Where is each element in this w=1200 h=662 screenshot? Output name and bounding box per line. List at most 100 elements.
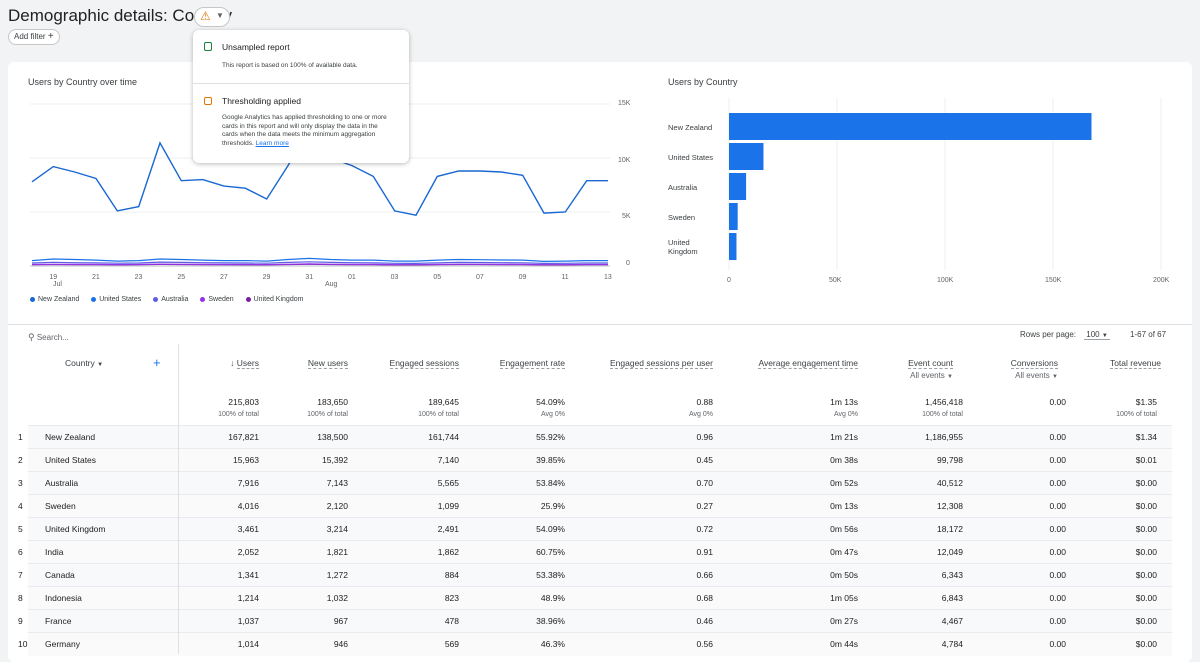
total-sub: Avg 0%: [834, 411, 858, 418]
table-search[interactable]: ⚲ Search...: [28, 332, 69, 343]
new-users-header[interactable]: New users: [278, 358, 348, 369]
rows-per-page-select[interactable]: 100 ▼: [1084, 330, 1110, 340]
engaged-sessions-header[interactable]: Engaged sessions: [358, 358, 459, 369]
conversions-cell: 0.00: [1049, 524, 1066, 534]
total-sub: 100% of total: [922, 411, 963, 418]
y-tick: 5K: [622, 213, 631, 220]
table-row[interactable]: 4 Sweden 4,016 2,120 1,099 25.9% 0.27 0m 13s 12,…: [18, 494, 1172, 518]
bar-australia: [729, 173, 747, 200]
engaged-per-user-header[interactable]: Engaged sessions per user: [573, 358, 713, 369]
chevron-down-icon: ▼: [216, 11, 224, 20]
event-count-cell: 12,308: [937, 501, 963, 511]
legend-item[interactable]: New Zealand: [30, 296, 79, 303]
event-count-cell: 99,798: [937, 455, 963, 465]
table-row[interactable]: 5 United Kingdom 3,461 3,214 2,491 54.09% 0.72…: [18, 517, 1172, 541]
conversions-cell: 0.00: [1049, 455, 1066, 465]
revenue-cell: $0.00: [1135, 616, 1157, 626]
bar-sweden: [729, 203, 738, 230]
legend-item[interactable]: Sweden: [200, 296, 234, 303]
users-cell: 1,014: [237, 639, 259, 649]
new-users-cell: 1,032: [326, 593, 348, 603]
data-quality-button[interactable]: ⚠ ▼: [194, 7, 230, 27]
legend-item[interactable]: United Kingdom: [245, 296, 303, 303]
new-users-cell: 967: [333, 616, 348, 626]
table-row[interactable]: 3 Australia 7,916 7,143 5,565 53.84% 0.70 0m 52…: [18, 471, 1172, 495]
total-sub: Avg 0%: [541, 411, 565, 418]
event-count-filter[interactable]: All events ▼: [878, 371, 953, 380]
legend-item[interactable]: Australia: [153, 296, 188, 303]
users-cell: 3,461: [237, 524, 259, 534]
table-row[interactable]: 10 Germany 1,014 946 569 46.3% 0.56 0m 44s 4,784…: [18, 632, 1172, 656]
learn-more-link[interactable]: Learn more: [255, 139, 289, 147]
total-value: 0.00: [1049, 397, 1066, 407]
search-input[interactable]: Search...: [36, 333, 69, 342]
avg-engagement-time-header[interactable]: Average engagement time: [723, 358, 858, 369]
revenue-cell: $0.00: [1135, 639, 1157, 649]
x-tick: 11: [561, 274, 569, 281]
warning-icon: ⚠: [200, 9, 211, 23]
engaged-sessions-cell: 1,099: [437, 501, 459, 511]
conversions-cell: 0.00: [1049, 501, 1066, 511]
total-value: $1.35: [1135, 397, 1157, 407]
divider: [8, 324, 1192, 325]
bar-category-label: New Zealand: [668, 123, 713, 132]
legend-dot: [200, 296, 206, 302]
conversions-header-label: Conversions: [1010, 358, 1058, 369]
total-engaged-per-user: 0.88 Avg 0%: [608, 397, 713, 418]
event-count-header[interactable]: Event count All events ▼: [878, 358, 953, 380]
engagement-rate-header[interactable]: Engagement rate: [468, 358, 565, 369]
users-cell: 1,214: [237, 593, 259, 603]
rows-per-page-label: Rows per page:: [1020, 330, 1077, 339]
conversions-header[interactable]: Conversions All events ▼: [998, 358, 1058, 380]
series-line-australia: [31, 261, 608, 265]
new-users-cell: 7,143: [326, 478, 348, 488]
conversions-cell: 0.00: [1049, 570, 1066, 580]
legend-item[interactable]: United States: [91, 296, 141, 303]
row-index: 9: [18, 616, 23, 626]
engaged-sessions-cell: 161,744: [428, 432, 459, 442]
conversions-filter[interactable]: All events ▼: [998, 371, 1058, 380]
users-cell: 7,916: [237, 478, 259, 488]
engagement-rate-cell: 55.92%: [536, 432, 565, 442]
x-tick: 0: [727, 277, 731, 284]
bar-category-label: United Kingdom: [668, 238, 698, 256]
y-tick: 15K: [618, 100, 631, 107]
legend-label: Australia: [161, 296, 189, 303]
total-sub: 100% of total: [1116, 411, 1157, 418]
revenue-cell: $1.34: [1135, 432, 1157, 442]
total-engagement-rate: 54.09% Avg 0%: [478, 397, 565, 418]
row-index: 6: [18, 547, 23, 557]
country-cell: India: [45, 547, 64, 557]
table-row[interactable]: 1 New Zealand 167,821 138,500 161,744 55.92% 0…: [18, 425, 1172, 449]
bar-united-states: [729, 143, 764, 170]
users-header[interactable]: ↓ Users: [208, 358, 259, 369]
bar-new-zealand: [729, 113, 1092, 140]
add-dimension-button[interactable]: +: [153, 355, 161, 370]
table-row[interactable]: 7 Canada 1,341 1,272 884 53.38% 0.66 0m 50s 6,34…: [18, 563, 1172, 587]
engagement-rate-cell: 53.84%: [536, 478, 565, 488]
total-value: 1,456,418: [925, 397, 963, 407]
engaged-per-user-header-label: Engaged sessions per user: [609, 358, 713, 369]
table-row[interactable]: 9 France 1,037 967 478 38.96% 0.46 0m 27s 4,467 0…: [18, 609, 1172, 633]
row-index: 4: [18, 501, 23, 511]
total-sub: 100% of total: [307, 411, 348, 418]
x-tick: 23: [134, 274, 143, 281]
bar-united-kingdom: [729, 233, 737, 260]
bar-category-label: United States: [668, 153, 714, 162]
users-header-label: Users: [236, 358, 259, 369]
table-row[interactable]: 8 Indonesia 1,214 1,032 823 48.9% 0.68 1m 05s 6,…: [18, 586, 1172, 610]
add-filter-label: Add filter: [14, 32, 46, 41]
add-filter-button[interactable]: Add filter +: [8, 29, 60, 45]
engaged-sessions-cell: 569: [444, 639, 459, 649]
x-tick: 31: [305, 274, 314, 281]
x-tick: 07: [476, 274, 484, 281]
total-users: 215,803 100% of total: [188, 397, 259, 418]
dimension-header[interactable]: Country ▼: [65, 358, 103, 368]
engagement-rate-cell: 25.9%: [540, 501, 565, 511]
total-revenue-header[interactable]: Total revenue: [1088, 358, 1161, 369]
table-row[interactable]: 6 India 2,052 1,821 1,862 60.75% 0.91 0m 47s 12,…: [18, 540, 1172, 564]
threshold-text-block: Google Analytics has applied thresholdin…: [222, 114, 394, 148]
series-line-sweden: [31, 263, 608, 266]
table-row[interactable]: 2 United States 15,963 15,392 7,140 39.85% 0.4…: [18, 448, 1172, 472]
event-count-cell: 4,784: [941, 639, 963, 649]
